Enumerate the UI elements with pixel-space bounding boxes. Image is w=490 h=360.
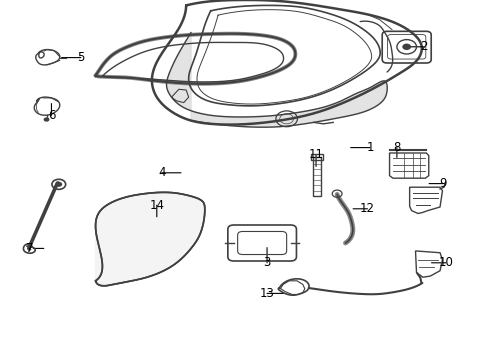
Text: 1: 1 bbox=[366, 141, 374, 154]
Polygon shape bbox=[167, 32, 387, 127]
Text: 10: 10 bbox=[439, 256, 453, 269]
Text: 14: 14 bbox=[149, 199, 164, 212]
Text: 2: 2 bbox=[420, 40, 428, 53]
Text: 5: 5 bbox=[77, 51, 85, 64]
Text: 7: 7 bbox=[25, 242, 33, 255]
Text: 9: 9 bbox=[440, 177, 447, 190]
Text: 8: 8 bbox=[393, 141, 401, 154]
Circle shape bbox=[44, 117, 49, 122]
Bar bbox=[313, 157, 321, 196]
Polygon shape bbox=[96, 193, 205, 284]
Text: 13: 13 bbox=[260, 287, 274, 300]
Circle shape bbox=[402, 44, 411, 50]
Text: 12: 12 bbox=[360, 202, 375, 215]
Text: 4: 4 bbox=[158, 166, 166, 179]
Text: 6: 6 bbox=[48, 109, 55, 122]
Circle shape bbox=[55, 182, 62, 187]
Text: 11: 11 bbox=[309, 148, 323, 161]
Text: 3: 3 bbox=[263, 256, 271, 269]
Bar bbox=[311, 154, 323, 160]
